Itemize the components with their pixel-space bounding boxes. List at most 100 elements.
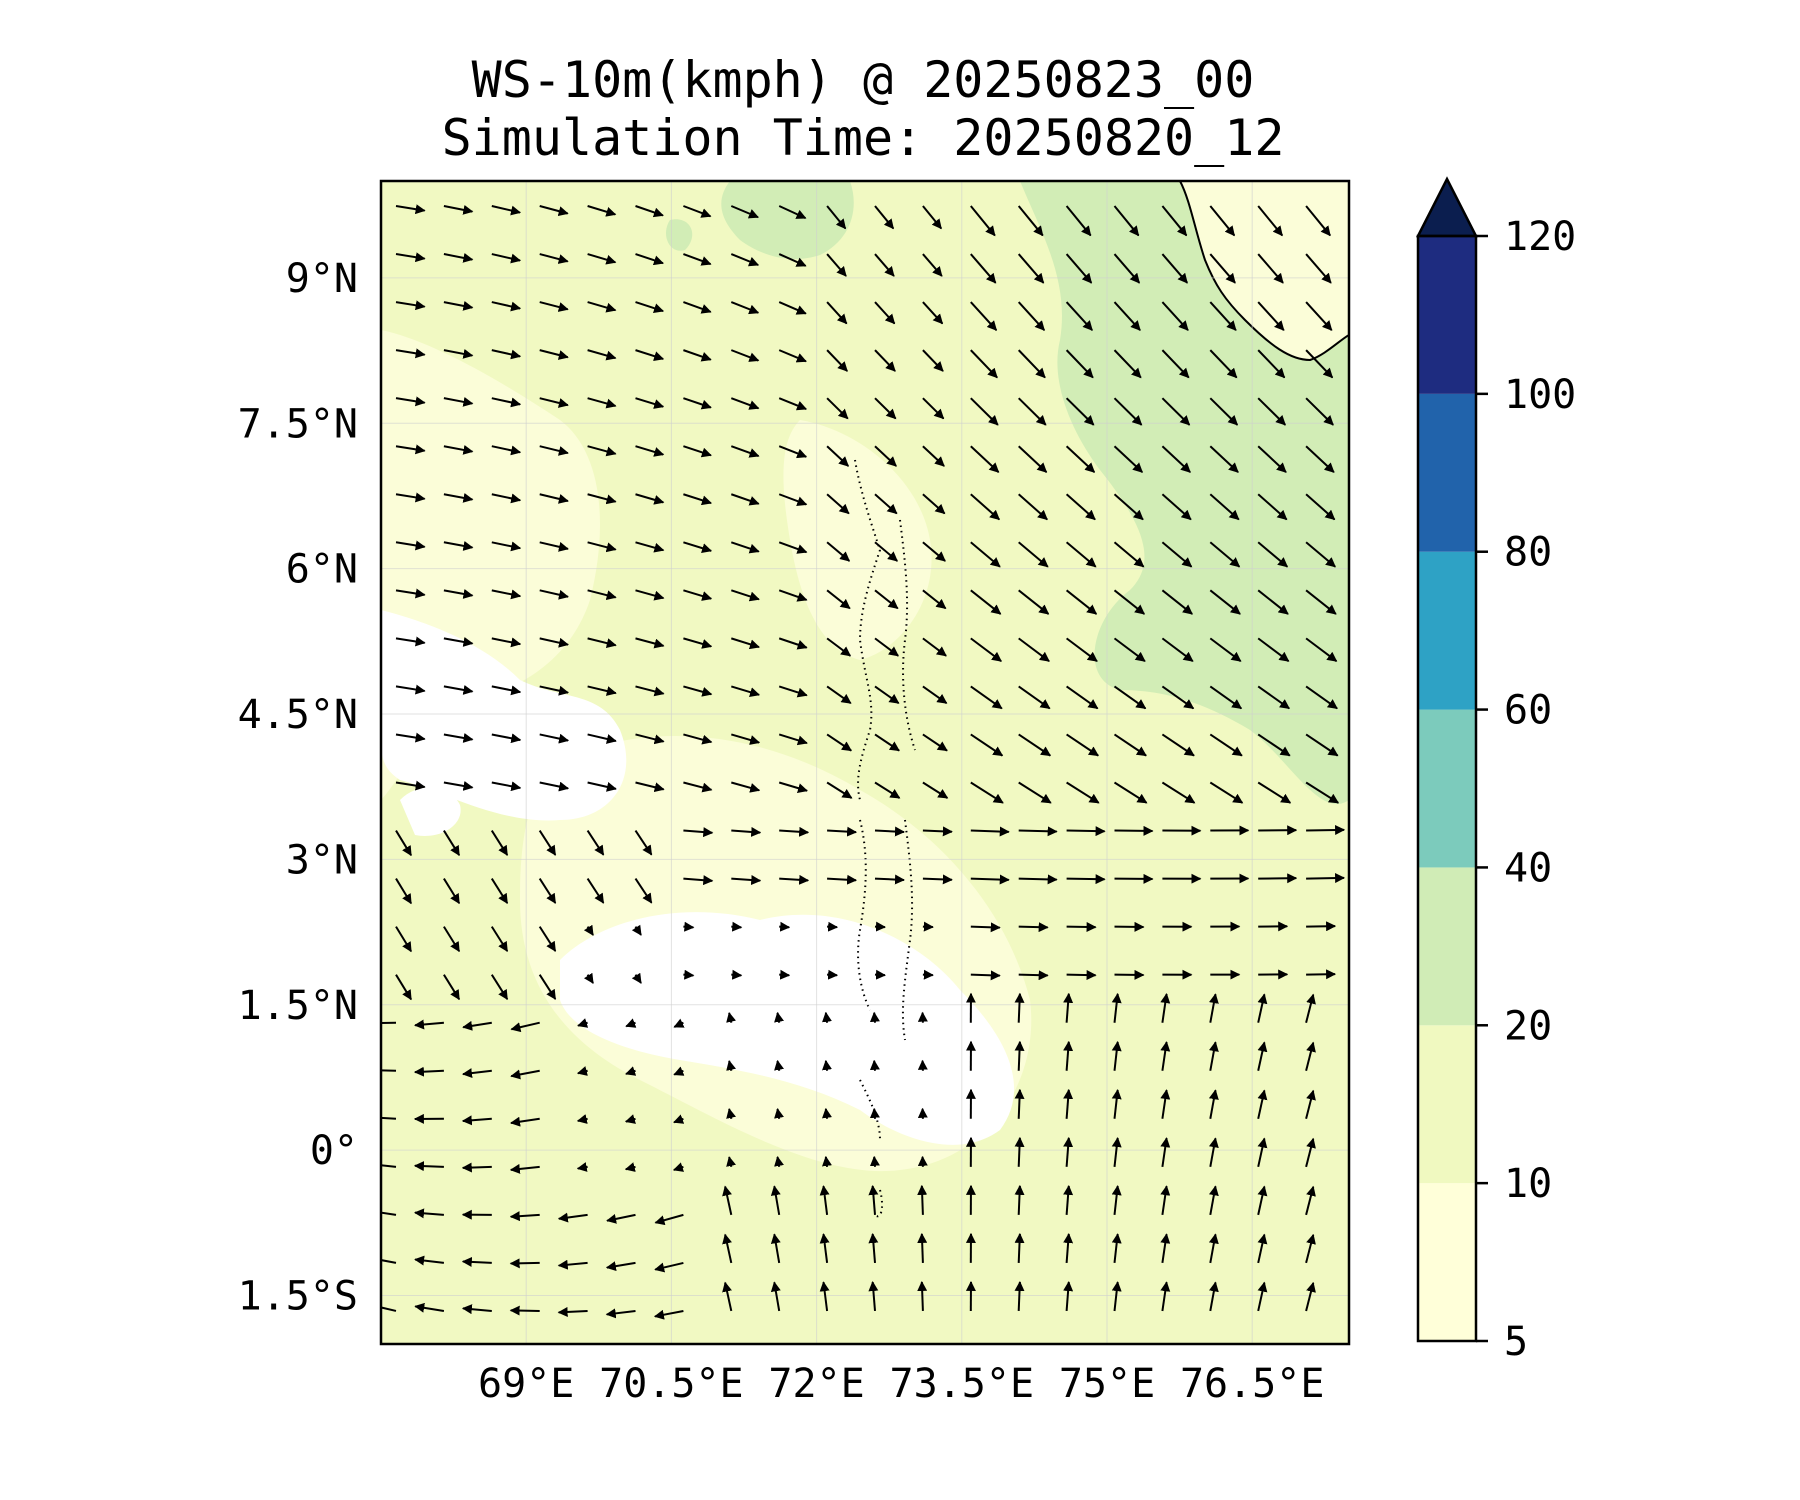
wind-arrow [1257,541,1289,568]
wind-arrow [826,205,847,230]
wind-arrow [1209,301,1237,331]
lat-tick-label: 3°N [286,837,358,883]
wind-arrow [874,826,905,837]
wind-arrow [395,732,426,743]
colorbar-segment [1418,236,1476,394]
wind-arrow [922,589,947,610]
wind-arrow [1305,1185,1316,1216]
wind-arrow [443,444,474,455]
wind-arrow [1305,541,1336,568]
wind-arrow [1017,349,1046,379]
lon-tick-label: 76.5°E [1180,1361,1325,1407]
lon-tick-label: 73.5°E [890,1361,1035,1407]
wind-arrow [1208,1185,1219,1216]
wind-arrow [413,1161,444,1172]
wind-arrow [1305,1281,1316,1312]
wind-arrow [683,589,713,601]
wind-arrow [461,1115,492,1126]
wind-arrow [1113,589,1146,615]
wind-arrow [1257,733,1291,757]
wind-arrow [1306,921,1337,932]
wind-arrow [1257,349,1286,379]
wind-arrow [822,1059,832,1071]
wind-arrow [922,493,946,515]
wind-arrow [874,589,899,610]
wind-arrow [1065,205,1092,237]
wind-arrow [1161,301,1189,331]
wind-arrow [970,826,1010,837]
wind-arrow [587,349,617,361]
wind-arrow [1209,445,1239,473]
wind-arrow [826,637,852,657]
lon-tick-label: 75°E [1059,1361,1155,1407]
wind-arrow [826,349,848,372]
wind-arrow [395,492,426,503]
wind-arrow [683,685,713,697]
wind-arrow [774,1059,784,1071]
wind-arrow [635,733,665,745]
wind-arrow [624,1162,636,1172]
wind-arrow [819,1185,830,1215]
wind-arrow [557,1259,588,1270]
wind-arrow [778,205,807,220]
wind-arrow [731,685,761,697]
wind-arrow [683,637,713,649]
wind-arrow [634,829,653,856]
wind-arrow [922,874,953,885]
wind-arrow [1066,685,1099,710]
wind-arrow [491,205,522,216]
wind-arrow [1161,541,1193,568]
wind-arrow [1111,1233,1122,1264]
wind-arrow [827,826,858,837]
wind-arrow [539,637,569,648]
wind-arrow [1066,733,1099,757]
wind-arrow [1209,733,1243,757]
wind-arrow [869,1107,880,1119]
wind-arrow [395,926,412,953]
wind-arrow [395,588,426,599]
wind-arrow [1305,781,1340,804]
wind-arrow [731,781,761,793]
wind-arrow [922,445,945,467]
wind-arrow [730,205,759,219]
wind-arrow [826,493,850,515]
wind-arrow [731,875,762,885]
map-title-line1: WS-10m(kmph) @ 20250823_00 [472,51,1255,109]
wind-arrow [395,878,412,905]
wind-arrow [1209,685,1243,710]
wind-arrow [1018,541,1049,568]
colorbar: 5 10 20 40 60 80 100 120 [1415,176,1576,1365]
map-title-line2: Simulation Time: 20250820_12 [442,109,1285,167]
wind-arrow [1257,781,1292,804]
wind-arrow [683,827,714,838]
wind-arrow [1113,301,1141,331]
colorbar-segment [1418,709,1476,868]
wind-arrow [730,397,760,410]
calm-patch-west [381,610,627,821]
latitude-tick-labels: 9°N 7.5°N 6°N 4.5°N 3°N 1.5°N 0° 1.5°S [238,256,358,1320]
wind-arrow [654,1261,684,1273]
wind-arrow [1305,205,1331,237]
wind-arrow [726,1156,736,1168]
wind-arrow [778,493,808,506]
wind-arrow [970,922,1001,933]
wind-arrow [917,1184,928,1215]
wind-arrow [970,874,1010,885]
wind-arrow [730,349,760,362]
wind-arrow [635,397,665,409]
wind-arrow [970,970,1001,981]
longitude-tick-labels: 69°E 70.5°E 72°E 73.5°E 75°E 76.5°E [478,1361,1324,1407]
lon-tick-label: 72°E [768,1361,864,1407]
wind-arrow [1065,397,1095,426]
wind-arrow [1066,826,1106,837]
wind-arrow [443,492,474,503]
wind-arrow [826,253,847,277]
wind-arrow [510,1069,540,1080]
wind-arrow [1257,1281,1268,1312]
wind-arrow [922,541,946,562]
wind-arrow [970,397,999,426]
wind-arrow [576,1066,588,1076]
wind-arrow [395,974,412,1001]
wind-arrow [490,830,509,856]
wind-arrow [1305,253,1332,284]
